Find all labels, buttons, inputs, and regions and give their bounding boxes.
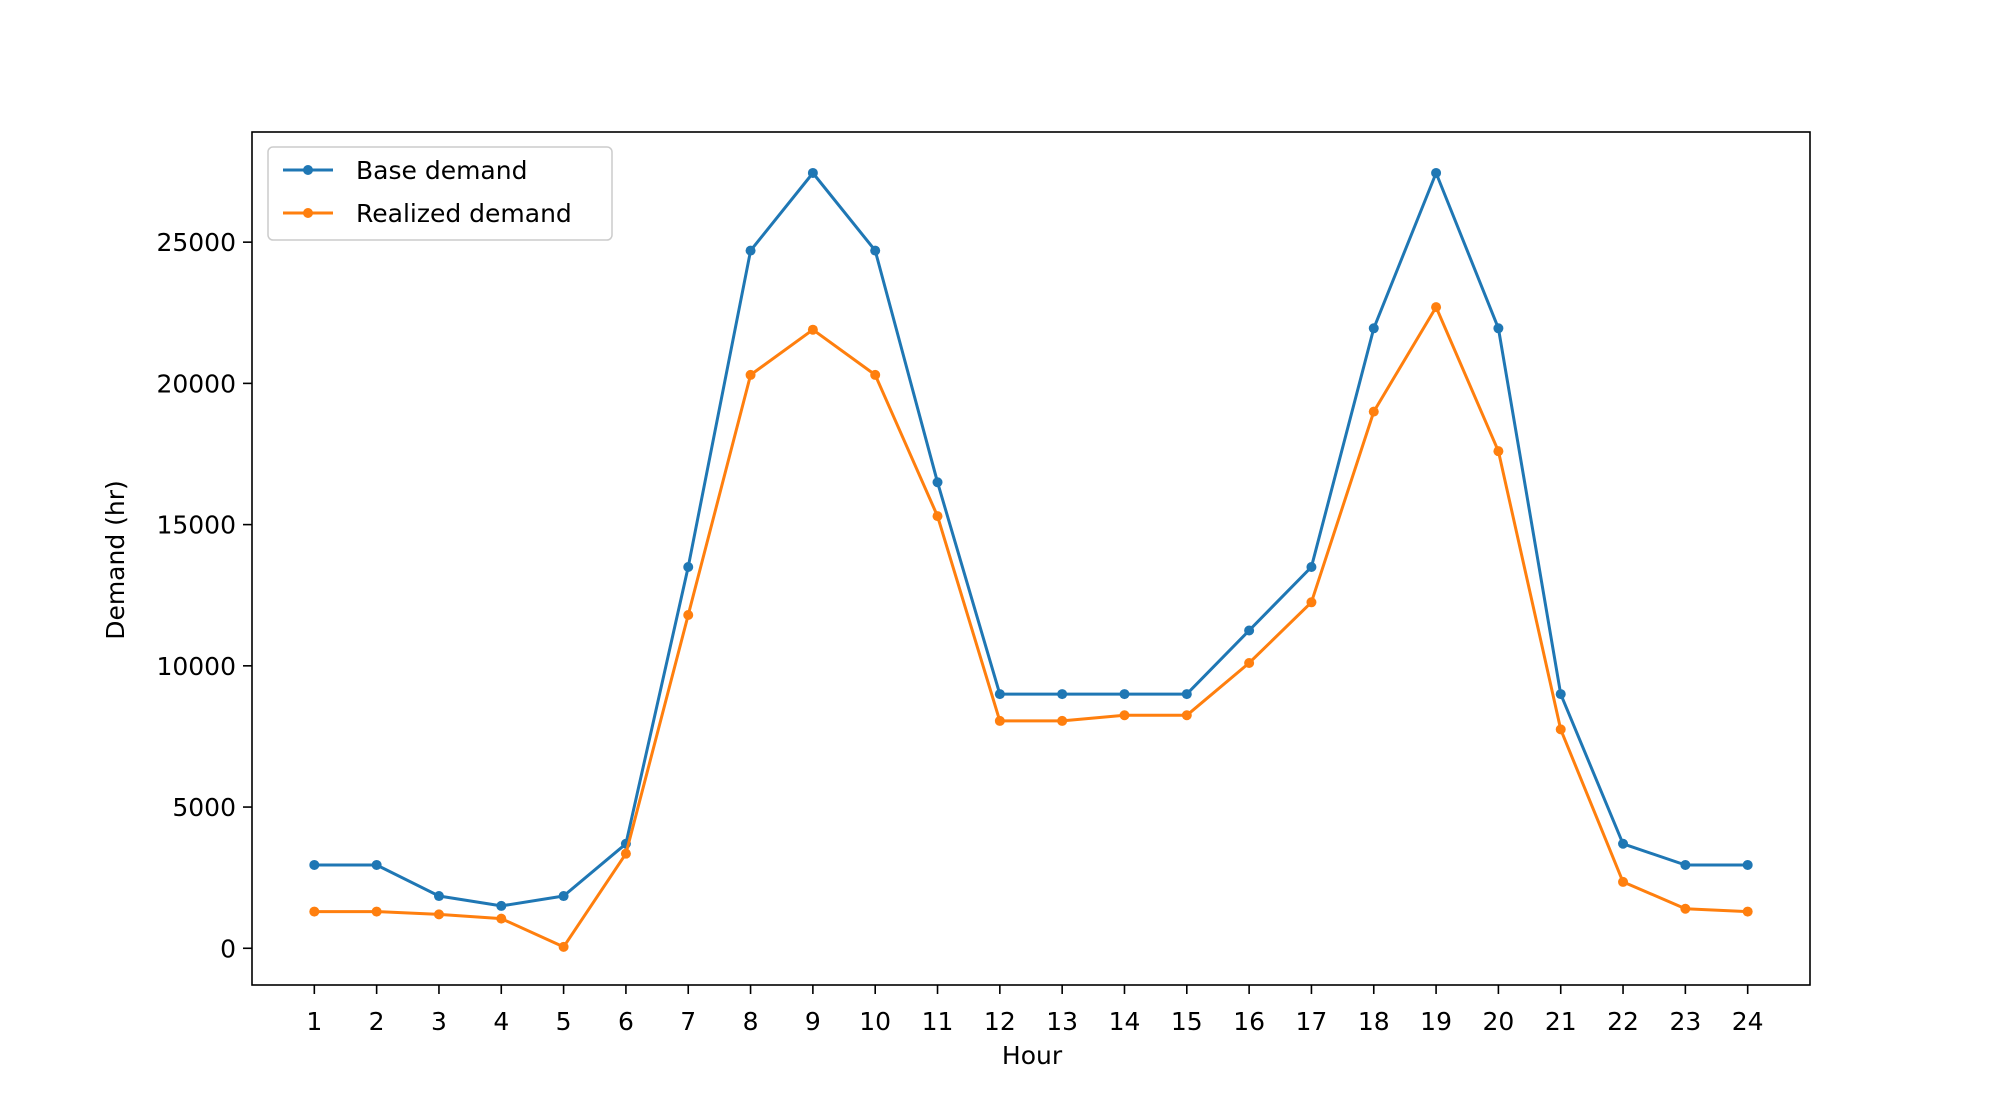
y-tick-label: 25000 bbox=[156, 228, 236, 257]
data-point bbox=[807, 324, 818, 335]
data-point bbox=[1555, 689, 1566, 700]
data-point bbox=[745, 369, 756, 380]
x-tick-label: 16 bbox=[1233, 1007, 1265, 1036]
x-tick-label: 9 bbox=[805, 1007, 821, 1036]
data-point bbox=[1119, 689, 1130, 700]
x-tick-label: 21 bbox=[1545, 1007, 1577, 1036]
y-axis-title: Demand (hr) bbox=[101, 480, 130, 640]
x-axis-title: Hour bbox=[1002, 1041, 1063, 1070]
data-point bbox=[1618, 876, 1629, 887]
data-point bbox=[1618, 838, 1629, 849]
x-tick-label: 2 bbox=[369, 1007, 385, 1036]
data-point bbox=[1244, 625, 1255, 636]
y-tick-label: 20000 bbox=[156, 369, 236, 398]
y-tick-label: 15000 bbox=[156, 511, 236, 540]
x-tick-label: 3 bbox=[431, 1007, 447, 1036]
x-tick-label: 18 bbox=[1358, 1007, 1390, 1036]
series-layer bbox=[309, 167, 1753, 952]
x-tick-label: 15 bbox=[1171, 1007, 1203, 1036]
data-point bbox=[1742, 859, 1753, 870]
data-point bbox=[433, 909, 444, 920]
x-tick-label: 5 bbox=[556, 1007, 572, 1036]
data-point bbox=[1680, 903, 1691, 914]
data-point bbox=[1368, 406, 1379, 417]
x-tick-label: 8 bbox=[743, 1007, 759, 1036]
data-point bbox=[1306, 561, 1317, 572]
legend: Base demand Realized demand bbox=[267, 146, 613, 241]
data-point bbox=[1493, 446, 1504, 457]
data-point bbox=[1119, 710, 1130, 721]
data-point bbox=[496, 900, 507, 911]
x-tick-label: 10 bbox=[859, 1007, 891, 1036]
data-point bbox=[558, 941, 569, 952]
legend-marker-1 bbox=[303, 208, 313, 218]
data-point bbox=[371, 859, 382, 870]
data-point bbox=[1181, 689, 1192, 700]
x-tick-label: 23 bbox=[1669, 1007, 1701, 1036]
data-point bbox=[994, 689, 1005, 700]
data-point bbox=[932, 477, 943, 488]
data-point bbox=[1057, 689, 1068, 700]
data-point bbox=[870, 245, 881, 256]
data-point bbox=[745, 245, 756, 256]
y-tick-label: 5000 bbox=[172, 793, 236, 822]
data-point bbox=[807, 167, 818, 178]
y-tick-label: 10000 bbox=[156, 652, 236, 681]
x-tick-label: 4 bbox=[493, 1007, 509, 1036]
legend-box bbox=[267, 146, 613, 241]
data-point bbox=[1680, 859, 1691, 870]
data-point bbox=[309, 906, 320, 917]
data-point bbox=[683, 561, 694, 572]
x-tick-label: 17 bbox=[1296, 1007, 1328, 1036]
x-tick-label: 14 bbox=[1109, 1007, 1141, 1036]
x-tick-label: 19 bbox=[1420, 1007, 1452, 1036]
data-point bbox=[1306, 597, 1317, 608]
y-tick-label: 0 bbox=[220, 934, 236, 963]
data-point bbox=[1057, 715, 1068, 726]
x-tick-label: 12 bbox=[984, 1007, 1016, 1036]
data-point bbox=[1368, 323, 1379, 334]
data-point bbox=[994, 715, 1005, 726]
data-point bbox=[1742, 906, 1753, 917]
legend-label-0: Base demand bbox=[356, 156, 527, 185]
data-point bbox=[683, 609, 694, 620]
data-point bbox=[1493, 323, 1504, 334]
data-point bbox=[620, 848, 631, 859]
x-tick-label: 7 bbox=[680, 1007, 696, 1036]
data-point bbox=[1431, 302, 1442, 313]
data-point bbox=[1181, 710, 1192, 721]
data-point bbox=[433, 891, 444, 902]
data-point bbox=[1431, 167, 1442, 178]
series-line-1 bbox=[314, 305, 1748, 949]
axes-layer: 1 2 3 4 5 6 7 8 9 10 11 12 13 14 15 16 17 18 19 20 21 22 23 240… bbox=[156, 131, 1811, 1036]
x-tick-label: 20 bbox=[1482, 1007, 1514, 1036]
data-point bbox=[1555, 724, 1566, 735]
data-point bbox=[496, 913, 507, 924]
x-tick-label: 11 bbox=[922, 1007, 954, 1036]
data-point bbox=[1244, 658, 1255, 669]
legend-marker-0 bbox=[303, 165, 313, 175]
data-point bbox=[371, 906, 382, 917]
data-point bbox=[932, 511, 943, 522]
data-point bbox=[870, 369, 881, 380]
series-line-0 bbox=[314, 171, 1748, 908]
data-point bbox=[558, 891, 569, 902]
data-point bbox=[309, 859, 320, 870]
legend-label-1: Realized demand bbox=[356, 199, 572, 228]
x-tick-label: 1 bbox=[306, 1007, 322, 1036]
x-tick-label: 6 bbox=[618, 1007, 634, 1036]
x-tick-label: 24 bbox=[1732, 1007, 1764, 1036]
x-tick-label: 22 bbox=[1607, 1007, 1639, 1036]
plot-frame bbox=[251, 131, 1811, 986]
x-tick-label: 13 bbox=[1046, 1007, 1078, 1036]
